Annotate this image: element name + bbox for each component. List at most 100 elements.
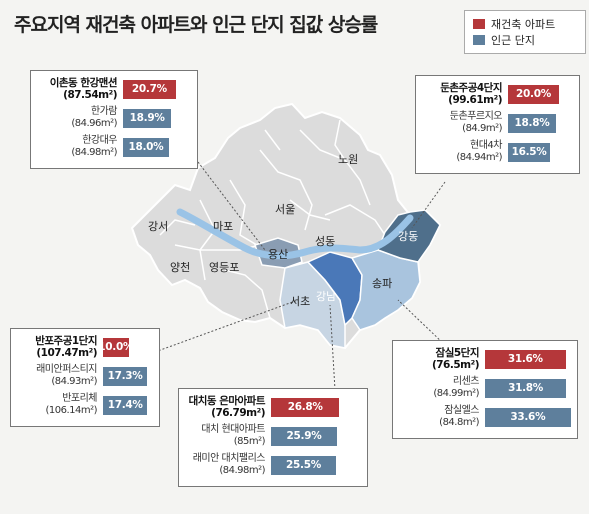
district-label-seocho: 서초 [290, 295, 310, 308]
complex-area: (84.93m²) [51, 376, 97, 387]
complex-name: 대치동 은마아파트 (76.79m²) [185, 395, 271, 419]
percent-bar: 10.0% [98, 337, 134, 357]
legend-swatch-blue [473, 35, 485, 45]
complex-name: 둔촌주공4단지 (99.61m²) [422, 82, 508, 106]
complex-area: (106.14m²) [45, 405, 97, 416]
group-box-jamsil: 잠실5단지 (76.5m²) 31.6% 리센츠 (84.99m²) 31.8% 잠실엘스(… [392, 340, 578, 439]
complex-name: 한가람 (84.96m²) [37, 106, 123, 130]
district-label-seoul: 서울 [275, 203, 295, 216]
group-row: 반포리체 (106.14m²) 17.4% [17, 393, 153, 417]
district-label-gangnam: 강남 [316, 290, 336, 303]
complex-name: 대치 현대아파트 (85m²) [185, 424, 271, 448]
percent-bar: 33.6% [485, 407, 571, 427]
percent-bar: 20.0% [508, 84, 559, 104]
complex-title: 잠실엘스 [444, 405, 479, 416]
district-label-gangseo: 강서 [148, 220, 168, 233]
complex-title: 리센츠 [452, 376, 480, 387]
complex-area: (84.98m²) [219, 465, 265, 476]
group-row: 한강대우 (84.98m²) 18.0% [37, 135, 191, 159]
complex-area: (76.79m²) [211, 407, 265, 419]
complex-area: (84.9m²) [462, 123, 502, 134]
district-label-yeongdeungpo: 영등포 [209, 261, 239, 274]
complex-title: 한가람 [90, 106, 118, 117]
district-label-seongdong: 성동 [315, 235, 335, 248]
group-box-daechi: 대치동 은마아파트 (76.79m²) 26.8% 대치 현대아파트 (85m²) 25.… [178, 388, 368, 487]
percent-bar: 20.7% [123, 79, 176, 99]
legend-item-nearby: 인근 단지 [473, 32, 577, 48]
complex-area: (84.98m²) [71, 147, 117, 158]
complex-name: 둔촌푸르지오 (84.9m²) [422, 111, 508, 135]
complex-title: 둔촌주공4단지 [440, 82, 502, 94]
group-row: 잠실엘스 (84.8m²) 33.6% [399, 405, 571, 429]
percent-bar: 26.8% [271, 397, 340, 417]
complex-title: 대치동 은마아파트 [188, 395, 266, 407]
complex-title: 이촌동 한강맨션 [49, 77, 118, 89]
complex-name: 래미안퍼스티지 (84.93m²) [17, 364, 103, 388]
district-label-yangcheon: 양천 [170, 260, 190, 274]
group-row: 대치동 은마아파트 (76.79m²) 26.8% [185, 395, 361, 419]
group-row: 반포주공1단지 (107.47m²) 10.0% [17, 335, 153, 359]
complex-area: (84.94m²) [456, 152, 502, 163]
complex-name: 반포리체 (106.14m²) [17, 393, 103, 417]
complex-area: (99.61m²) [448, 94, 502, 106]
group-row: 이촌동 한강맨션 (87.54m²) 20.7% [37, 77, 191, 101]
legend-swatch-red [473, 19, 485, 29]
group-row: 래미안 대치팰리스 (84.98m²) 25.5% [185, 453, 361, 477]
complex-area: (87.54m²) [63, 89, 117, 101]
percent-bar: 16.5% [508, 142, 551, 162]
complex-area: (84.96m²) [71, 118, 117, 129]
group-row: 리센츠 (84.99m²) 31.8% [399, 376, 571, 400]
page-title: 주요지역 재건축 아파트와 인근 단지 집값 상승률 [14, 14, 378, 36]
group-row: 둔촌푸르지오 (84.9m²) 18.8% [422, 111, 573, 135]
complex-title: 현대4차 [470, 140, 502, 151]
district-songpa [350, 249, 421, 331]
legend-label-redevelopment: 재건축 아파트 [491, 18, 556, 31]
complex-title: 잠실5단지 [435, 347, 480, 359]
group-row: 래미안퍼스티지 (84.93m²) 17.3% [17, 364, 153, 388]
complex-title: 반포주공1단지 [35, 335, 97, 347]
legend-label-nearby: 인근 단지 [491, 34, 535, 47]
han-river [176, 208, 414, 260]
complex-title: 한강대우 [82, 135, 117, 146]
complex-name: 잠실엘스 (84.8m²) [399, 405, 485, 429]
group-row: 한가람 (84.96m²) 18.9% [37, 106, 191, 130]
complex-area: (85m²) [233, 436, 266, 447]
percent-bar: 25.9% [271, 426, 338, 446]
complex-name: 이촌동 한강맨션 (87.54m²) [37, 77, 123, 101]
complex-name: 한강대우 (84.98m²) [37, 135, 123, 159]
leader-lines [154, 161, 446, 391]
percent-bar: 25.5% [271, 455, 337, 475]
complex-title: 둔촌푸르지오 [449, 111, 503, 122]
group-row: 둔촌주공4단지 (99.61m²) 20.0% [422, 82, 573, 106]
complex-name: 리센츠 (84.99m²) [399, 376, 485, 400]
complex-title: 반포리체 [62, 393, 97, 404]
complex-title: 래미안퍼스티지 [36, 364, 97, 375]
percent-bar: 31.8% [485, 378, 567, 398]
complex-name: 잠실5단지 (76.5m²) [399, 347, 485, 371]
complex-title: 대치 현대아파트 [201, 424, 265, 435]
complex-name: 현대4차 (84.94m²) [422, 140, 508, 164]
district-gangdong [377, 209, 441, 263]
legend: 재건축 아파트 인근 단지 [464, 10, 586, 54]
district-label-mapo: 마포 [213, 220, 233, 233]
percent-bar: 18.0% [123, 137, 169, 157]
district-label-nowon: 노원 [338, 153, 358, 166]
complex-area: (76.5m²) [431, 359, 480, 371]
percent-bar: 18.8% [508, 113, 556, 133]
district-borders [159, 119, 386, 319]
district-label-songpa: 송파 [372, 277, 392, 290]
percent-bar: 18.9% [123, 108, 172, 128]
percent-bar: 17.3% [103, 366, 148, 386]
district-label-gangdong: 강동 [398, 230, 418, 243]
complex-area: (84.8m²) [439, 417, 479, 428]
group-box-dunchon: 둔촌주공4단지 (99.61m²) 20.0% 둔촌푸르지오 (84.9m²) 18.8%… [415, 75, 580, 174]
group-row: 대치 현대아파트 (85m²) 25.9% [185, 424, 361, 448]
district-label-yongsan: 용산 [268, 248, 288, 261]
legend-item-redevelopment: 재건축 아파트 [473, 16, 577, 32]
complex-area: (84.99m²) [433, 388, 479, 399]
complex-area: (107.47m²) [36, 347, 97, 359]
complex-name: 반포주공1단지 (107.47m²) [17, 335, 103, 359]
group-box-ichon: 이촌동 한강맨션 (87.54m²) 20.7% 한가람 (84.96m²) 18.9% 한… [30, 70, 198, 169]
group-row: 잠실5단지 (76.5m²) 31.6% [399, 347, 571, 371]
